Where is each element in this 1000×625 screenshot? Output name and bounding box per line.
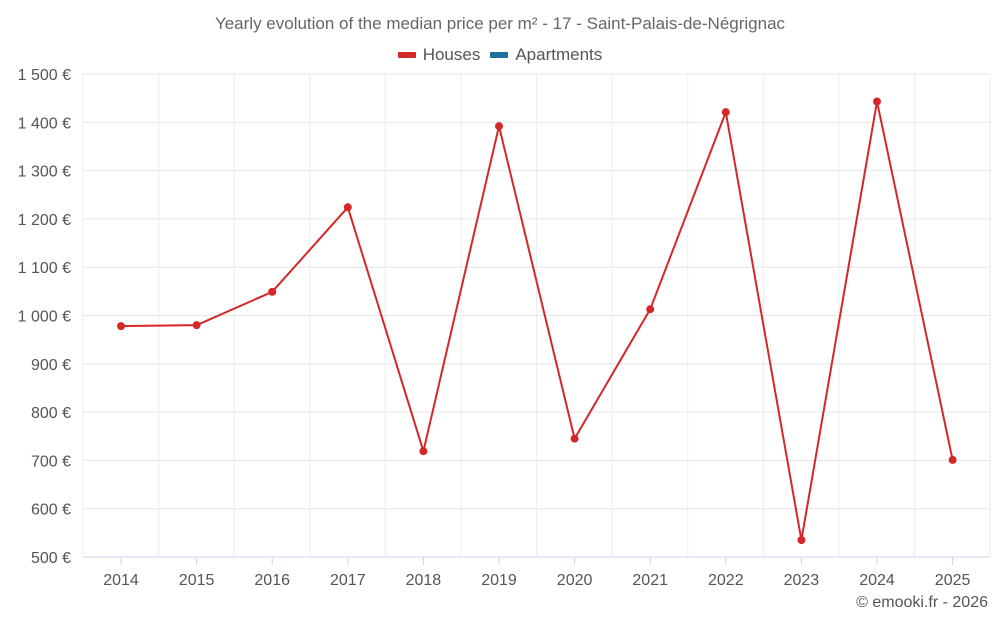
data-point-2024[interactable] (873, 97, 881, 106)
y-tick-label: 1 400 € (18, 115, 71, 132)
series-layer (117, 97, 957, 545)
x-tick-label: 2016 (254, 572, 290, 589)
series-line-houses (120, 100, 954, 542)
data-point-2016[interactable] (268, 287, 277, 296)
legend-label-apartments: Apartments (515, 45, 603, 64)
legend-label-houses: Houses (422, 45, 481, 64)
x-tick-label: 2021 (632, 572, 668, 589)
y-tick-label: 1 300 € (18, 164, 71, 181)
x-tick-label: 2017 (330, 572, 366, 589)
chart-title: Yearly evolution of the median price per… (214, 14, 786, 33)
legend-item-houses[interactable]: Houses (397, 45, 481, 65)
x-tick-label: 2018 (406, 572, 442, 589)
y-tick-label: 1 100 € (18, 260, 71, 277)
data-point-2017[interactable] (343, 203, 352, 212)
data-point-2020[interactable] (570, 434, 579, 443)
x-tick-label: 2019 (481, 572, 517, 589)
x-tick-label: 2014 (103, 572, 139, 589)
y-tick-label: 800 € (31, 405, 71, 422)
data-point-2021[interactable] (646, 305, 655, 314)
y-tick-label: 1 200 € (18, 212, 71, 229)
legend-item-apartments[interactable]: Apartments (490, 45, 602, 65)
x-tick-label: 2020 (557, 572, 593, 589)
data-point-2023[interactable] (797, 536, 806, 545)
y-tick-label: 1 000 € (18, 309, 71, 326)
data-point-2014[interactable] (117, 322, 125, 331)
axis-layer: 500 € 600 € 700 € 800 € 900 € 1 000 € 1 100 € 1… (18, 67, 990, 589)
legend-swatch-houses (397, 52, 416, 58)
y-tick-label: 1 500 € (18, 67, 71, 84)
grid-layer (82, 73, 991, 558)
x-tick-label: 2024 (859, 572, 895, 589)
data-point-2019[interactable] (495, 122, 503, 131)
y-tick-label: 600 € (31, 502, 71, 519)
x-tick-label: 2015 (179, 572, 215, 589)
data-point-2015[interactable] (192, 321, 201, 330)
y-tick-label: 900 € (31, 357, 71, 374)
y-tick-label: 500 € (31, 550, 71, 567)
data-point-2022[interactable] (721, 108, 730, 117)
y-tick-label: 700 € (31, 453, 71, 470)
x-tick-label: 2025 (935, 572, 971, 589)
chart-legend: Houses Apartments (0, 45, 1000, 65)
x-tick-label: 2022 (708, 572, 744, 589)
credit-text: © emooki.fr - 2026 (856, 594, 988, 611)
data-point-2018[interactable] (419, 447, 428, 456)
x-tick-label: 2023 (784, 572, 820, 589)
data-point-2025[interactable] (948, 455, 957, 464)
legend-swatch-apartments (490, 52, 509, 58)
